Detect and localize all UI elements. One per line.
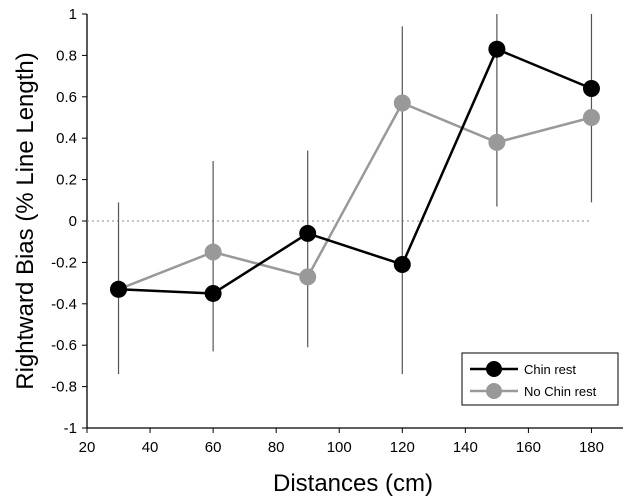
y-tick-label: -0.4	[51, 296, 77, 313]
legend-box	[461, 352, 619, 406]
x-tick-label: 100	[327, 439, 352, 456]
x-axis-title: Distances (cm)	[273, 470, 433, 497]
series-group	[110, 40, 600, 302]
y-tick-label: 0.2	[56, 172, 77, 189]
series-line	[118, 47, 592, 295]
data-point	[299, 224, 317, 242]
data-point	[204, 243, 222, 261]
y-tick-label: 0.4	[56, 130, 77, 147]
data-point	[488, 40, 506, 58]
y-axis-title: Rightward Bias (% Line Length)	[12, 52, 39, 390]
x-tick-label: 180	[579, 439, 604, 456]
data-point	[488, 133, 506, 151]
data-point	[393, 255, 411, 273]
y-tick-label: 0.8	[56, 47, 77, 64]
legend-marker	[486, 383, 502, 399]
data-point	[582, 80, 600, 98]
data-point	[582, 109, 600, 126]
legend: Chin rest No Chin rest	[461, 352, 619, 406]
y-tick-label: 0.6	[56, 89, 77, 106]
x-tick-label: 120	[390, 439, 415, 456]
legend-marker	[486, 361, 502, 377]
y-tick-label: -0.6	[51, 337, 77, 354]
data-point	[110, 280, 128, 298]
y-tick-label: -1	[64, 420, 77, 437]
data-point	[393, 94, 411, 112]
y-tick-label: -0.8	[51, 379, 77, 396]
x-tick-label: 160	[516, 439, 541, 456]
y-tick-label: -0.2	[51, 254, 77, 271]
error-bars	[117, 14, 593, 375]
series-line	[118, 101, 592, 291]
x-tick-label: 80	[268, 439, 285, 456]
y-tick-label: 0	[69, 213, 77, 230]
y-tick-label: 1	[69, 6, 77, 23]
x-tick-label: 140	[453, 439, 478, 456]
data-point	[204, 284, 222, 302]
x-tick-label: 40	[142, 439, 159, 456]
x-tick-label: 60	[205, 439, 222, 456]
x-tick-label: 20	[79, 439, 96, 456]
data-point	[299, 268, 317, 286]
legend-label: No Chin rest	[524, 384, 597, 399]
legend-label: Chin rest	[524, 362, 576, 377]
